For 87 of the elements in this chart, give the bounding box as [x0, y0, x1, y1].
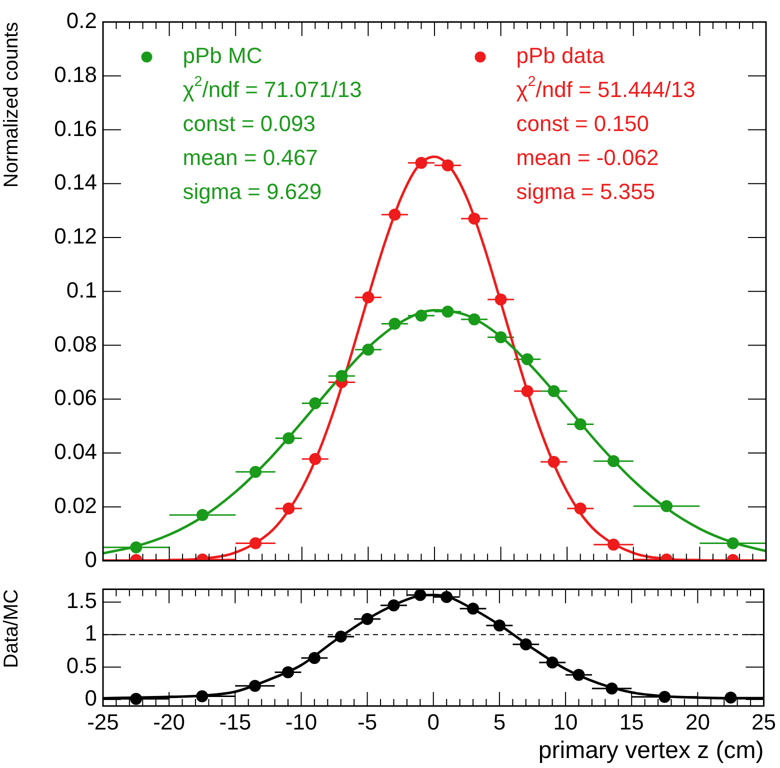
point [361, 613, 374, 626]
point [308, 652, 320, 664]
y-tick-label: 0.5 [66, 653, 97, 678]
point [336, 370, 348, 382]
point [282, 666, 294, 678]
point [442, 306, 454, 318]
point [442, 159, 454, 172]
point [724, 692, 737, 704]
point [282, 502, 295, 515]
point [440, 590, 453, 603]
point [546, 656, 558, 669]
point [415, 156, 428, 169]
y-tick-label: 0.18 [54, 62, 97, 87]
point [494, 293, 507, 306]
point [574, 418, 586, 430]
point [362, 291, 374, 304]
point [608, 455, 620, 468]
point [249, 537, 262, 550]
x-tick-label: -5 [358, 709, 378, 734]
y-tick-label: 0 [84, 686, 97, 711]
y-tick-label: 0.1 [66, 277, 97, 302]
y-axis-title: Normalized counts [0, 22, 23, 188]
point [282, 432, 295, 444]
x-tick-label: -15 [219, 709, 252, 734]
x-tick-label: -10 [285, 709, 318, 734]
annotation: const = 0.093 [182, 111, 316, 136]
annotation: mean = 0.467 [182, 145, 318, 170]
point [467, 602, 480, 615]
y-tick-label: 0.08 [54, 331, 97, 356]
y-tick-label: 1.5 [66, 588, 97, 614]
x-tick-label: 0 [427, 709, 440, 734]
annotation: mean = -0.062 [516, 145, 659, 170]
x-tick-label: 5 [493, 709, 506, 734]
point [248, 680, 261, 692]
annotation: sigma = 9.629 [182, 179, 322, 204]
legend-label: pPb data [516, 43, 606, 68]
point [362, 344, 374, 356]
y-tick-label: 0.16 [54, 116, 97, 141]
point [574, 502, 586, 515]
point [249, 466, 262, 478]
point [309, 397, 322, 410]
y-tick-label: 0 [84, 546, 97, 572]
point [130, 692, 142, 705]
point [608, 538, 620, 551]
x-tick-label: -20 [153, 709, 185, 734]
point [493, 620, 506, 632]
y-tick-label: 0.12 [54, 224, 97, 249]
point [309, 452, 322, 465]
x-tick-label: 10 [553, 709, 578, 734]
point [658, 690, 671, 703]
point [468, 313, 480, 326]
point [196, 509, 208, 521]
point [334, 630, 347, 643]
y-tick-label: 0.14 [54, 170, 97, 195]
point [414, 589, 426, 602]
point [196, 690, 208, 702]
point [548, 385, 560, 398]
point [415, 310, 428, 322]
y-tick-label: 0.02 [54, 492, 97, 518]
y-tick-label: 1 [84, 620, 97, 646]
point [521, 385, 534, 398]
point [468, 212, 480, 225]
annotation: const = 0.150 [516, 111, 649, 136]
y-tick-label: 0.2 [66, 8, 97, 34]
y-tick-label: 0.04 [54, 439, 97, 464]
x-tick-label: 15 [619, 709, 644, 734]
point [130, 541, 142, 554]
point [388, 208, 401, 221]
x-tick-label: 20 [685, 709, 710, 734]
point [520, 638, 532, 650]
point [572, 668, 585, 681]
annotation: sigma = 5.355 [516, 179, 656, 204]
y-tick-label: 0.06 [54, 385, 97, 410]
point [521, 353, 534, 366]
point [388, 318, 401, 330]
x-tick-label: 25 [752, 709, 776, 734]
x-tick-label: -25 [87, 709, 119, 734]
x-axis-title: primary vertex z (cm) [538, 737, 764, 764]
point [388, 599, 400, 612]
point [606, 682, 618, 694]
legend-label: pPb MC [182, 43, 262, 68]
y-axis-title: Data/MC [0, 589, 23, 668]
point [726, 537, 739, 550]
line-series [103, 309, 766, 555]
point [494, 331, 507, 344]
point [548, 456, 560, 468]
point [660, 500, 673, 512]
